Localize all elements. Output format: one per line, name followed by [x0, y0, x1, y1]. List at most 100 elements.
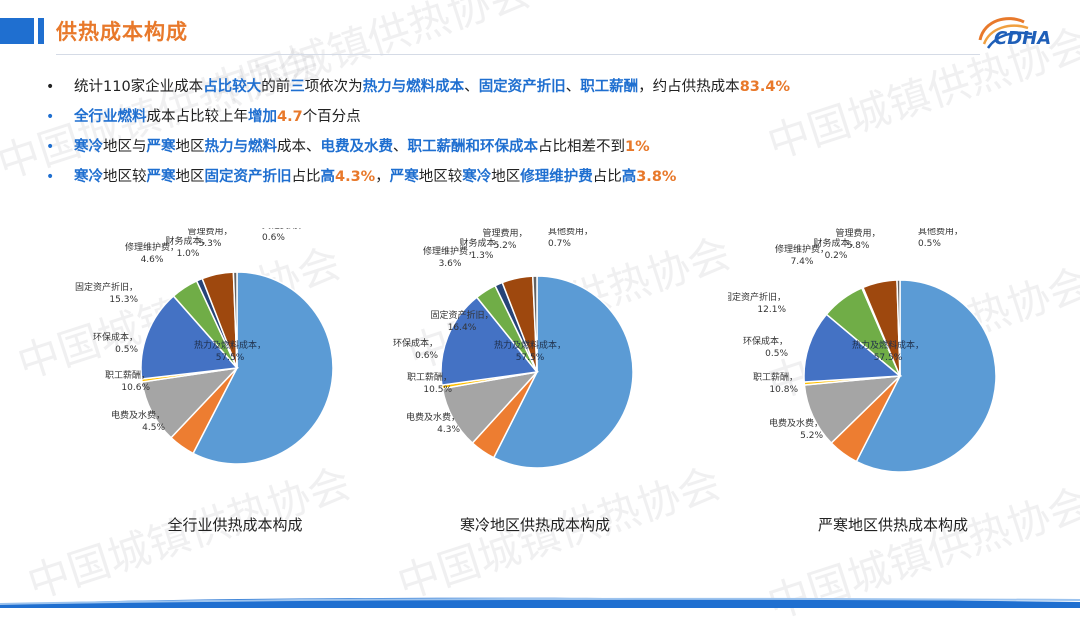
pie-chart-svg: 热力及燃料成本， 57.5% 电费及水费， 4.5% 职工薪酬， 10.6% 环保成本， 0.… — [75, 228, 334, 465]
slice-label-value: 0.7% — [548, 239, 571, 249]
slice-label-name: 管理费用， — [835, 228, 880, 239]
slice-label-value: 4.3% — [437, 425, 460, 435]
slice-label-value: 12.1% — [757, 305, 786, 315]
bullet-segment: 职工薪酬和环保成本 — [407, 139, 539, 155]
slice-label: 其他费用， 0.5% — [918, 228, 963, 249]
slice-label-value: 57.5% — [216, 353, 245, 363]
bullet-segment: 电费及水费 — [320, 139, 394, 155]
bullet-segment: 、 — [393, 139, 408, 155]
slice-label-name: 电费及水费， — [111, 409, 165, 421]
bullet-segment: 4.7 — [277, 109, 303, 125]
bullet-item: • 全行业燃料成本占比较上年增加4.7个百分点 — [44, 102, 1024, 132]
slice-label-value: 7.4% — [791, 257, 814, 267]
slice-label-value: 0.6% — [262, 233, 285, 243]
slice-label-name: 热力及燃料成本， — [852, 339, 924, 351]
slice-label-name: 财务成本， — [165, 235, 210, 247]
bullet-segment: 成本、 — [277, 139, 321, 155]
slice-label: 环保成本， 0.6% — [393, 337, 438, 361]
slice-label: 其他费用， 0.6% — [262, 228, 307, 243]
slice-label: 电费及水费， 4.5% — [111, 409, 165, 433]
pie-slice — [896, 279, 901, 377]
pie-slice — [531, 275, 538, 373]
slice-label-value: 4.5% — [142, 423, 165, 433]
bullet-segment: 严寒 — [146, 169, 176, 185]
slice-label: 修理维护费， 4.6% — [125, 241, 179, 265]
chart-caption: 全行业供热成本构成 — [167, 516, 303, 534]
slice-label-value: 3.6% — [439, 259, 462, 269]
slice-label: 管理费用， 5.2% — [482, 228, 527, 251]
bullet-segment: ，约占供热成本 — [638, 79, 740, 95]
bullet-segment: 全行业燃料 — [74, 109, 147, 125]
bullet-segment: 占比较大 — [203, 79, 262, 95]
slice-label: 环保成本， 0.5% — [93, 331, 138, 355]
slice-label-name: 职工薪酬， — [105, 369, 150, 381]
slice-label-name: 环保成本， — [393, 337, 438, 349]
bullet-segment: 职工薪酬 — [580, 79, 639, 95]
slice-label-name: 热力及燃料成本， — [194, 339, 266, 351]
slice-label-value: 5.8% — [847, 241, 870, 251]
bullet-text: 统计110家企业成本占比较大的前三项依次为热力与燃料成本、固定资产折旧、职工薪酬… — [74, 79, 790, 95]
bullet-segment: 占比 — [291, 169, 321, 185]
slice-label: 电费及水费， 4.3% — [406, 411, 460, 435]
slice-label-value: 4.6% — [141, 255, 164, 265]
slice-label: 财务成本， 0.2% — [813, 237, 858, 261]
slice-label: 热力及燃料成本， 57.5% — [194, 339, 266, 363]
slice-label-name: 环保成本， — [743, 335, 788, 347]
bullet-segment: 3.8% — [636, 169, 677, 185]
bullet-segment: 83.4% — [739, 79, 790, 95]
slice-label: 热力及燃料成本， 57.5% — [494, 339, 566, 363]
bullet-dot-icon: • — [46, 79, 55, 95]
bullet-segment: 占比 — [592, 169, 622, 185]
pie-chart-industry: 热力及燃料成本， 57.5% 电费及水费， 4.5% 职工薪酬， 10.6% 环保成本， 0.… — [70, 228, 400, 538]
slice-label-value: 1.0% — [177, 249, 200, 259]
slice-label: 职工薪酬， 10.5% — [407, 371, 452, 395]
bullet-item: • 寒冷地区较严寒地区固定资产折旧占比高4.3%，严寒地区较寒冷地区修理维护费占… — [44, 162, 1024, 192]
bullet-segment: 、 — [464, 79, 479, 95]
slice-label-name: 职工薪酬， — [407, 371, 452, 383]
bullet-segment: ， — [375, 169, 390, 185]
pie-slice — [192, 271, 334, 465]
bullet-item: • 寒冷地区与严寒地区热力与燃料成本、电费及水费、职工薪酬和环保成本占比相差不到… — [44, 132, 1024, 162]
bullet-segment: 地区 — [175, 169, 205, 185]
slice-label-value: 5.2% — [494, 241, 517, 251]
slice-label-value: 10.8% — [769, 385, 798, 395]
bullet-text: 全行业燃料成本占比较上年增加4.7个百分点 — [74, 109, 361, 125]
bullet-segment: 成本占比较上年 — [146, 109, 249, 125]
bullet-segment: 1% — [625, 139, 650, 155]
logo-swirl-icon — [978, 17, 1033, 49]
slice-label-value: 16.4% — [448, 323, 477, 333]
slice-label-value: 0.6% — [415, 351, 438, 361]
bullet-item: • 统计110家企业成本占比较大的前三项依次为热力与燃料成本、固定资产折旧、职工… — [44, 72, 1024, 102]
bullet-segment: 地区较 — [103, 169, 147, 185]
chart-caption: 寒冷地区供热成本构成 — [459, 516, 610, 534]
slice-label: 热力及燃料成本， 57.5% — [852, 339, 924, 363]
bullet-segment: 寒冷 — [74, 169, 103, 185]
slice-label-name: 固定资产折旧， — [430, 309, 493, 321]
bullet-segment: 寒冷 — [462, 169, 492, 185]
title-divider — [56, 54, 980, 55]
bullet-segment: 热力与燃料成本 — [362, 79, 465, 95]
bullet-dot-icon: • — [46, 139, 55, 155]
slice-label-value: 0.5% — [115, 345, 138, 355]
slice-label-value: 1.3% — [471, 251, 494, 261]
bullet-segment: 固定资产折旧 — [204, 169, 292, 185]
slice-label: 修理维护费， 7.4% — [775, 243, 829, 267]
pie-chart-svg: 热力及燃料成本， 57.5% 电费及水费， 5.2% 职工薪酬， 10.8% 环保成本， 0.… — [728, 228, 997, 473]
slice-label-name: 环保成本， — [93, 331, 138, 343]
slice-label-name: 管理费用， — [482, 228, 527, 239]
slice-label-name: 其他费用， — [262, 228, 307, 231]
bullet-segment: 地区 — [491, 169, 521, 185]
logo-text: CDHA — [994, 28, 1052, 49]
bullet-segment: 地区与 — [103, 139, 147, 155]
slice-label-name: 热力及燃料成本， — [494, 339, 566, 351]
slice-label: 其他费用， 0.7% — [548, 228, 593, 249]
bullet-segment: 个百分点 — [302, 109, 361, 125]
bullet-segment: 高 — [621, 169, 637, 185]
slice-label-value: 15.3% — [109, 295, 138, 305]
slice-label-name: 其他费用， — [918, 228, 963, 237]
slice-label: 职工薪酬， 10.8% — [753, 371, 798, 395]
bullet-segment: 地区较 — [418, 169, 463, 185]
pie-slice — [803, 313, 902, 383]
cdha-logo: CDHA — [974, 10, 1052, 54]
pie-chart-severe-cold-region: 热力及燃料成本， 57.5% 电费及水费， 5.2% 职工薪酬， 10.8% 环保成本， 0.… — [728, 228, 1058, 538]
